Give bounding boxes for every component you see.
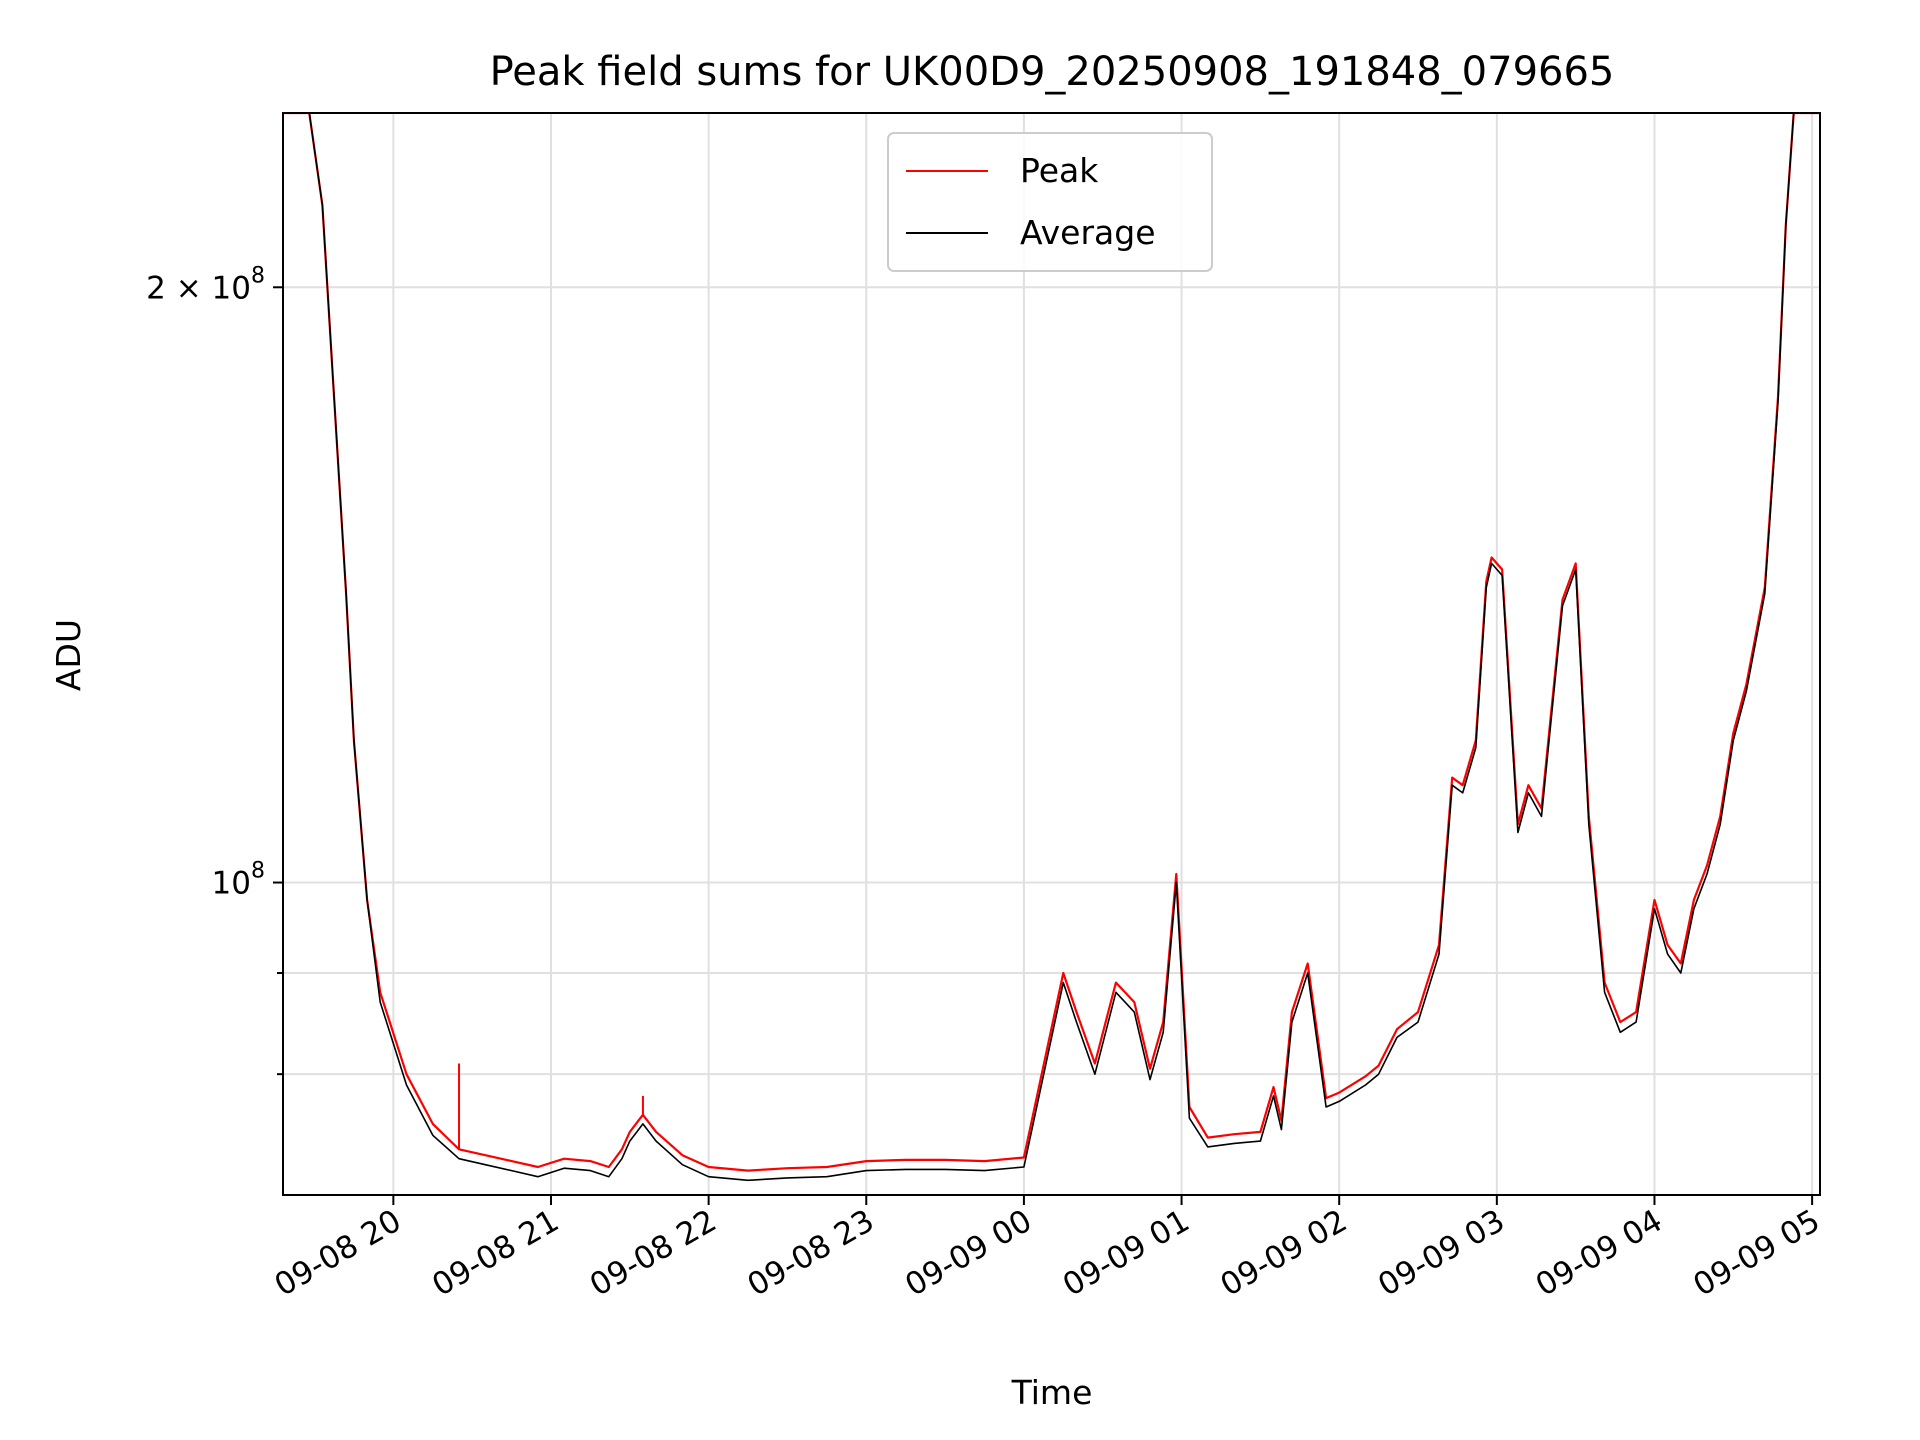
series-line-average	[283, 113, 1820, 1182]
legend-label-peak: Peak	[1020, 151, 1099, 190]
series-line-peak	[283, 113, 1820, 1172]
legend: Peak Average	[887, 132, 1213, 272]
y-tick-label-base: 10	[212, 866, 251, 902]
y-tick-label-exponent: 8	[251, 263, 265, 288]
y-axis-label: ADU	[49, 619, 88, 691]
series-layer	[283, 113, 1820, 1182]
legend-box	[887, 132, 1213, 272]
legend-label-average: Average	[1020, 213, 1156, 252]
series-group	[283, 113, 1820, 1182]
chart-title: Peak field sums for UK00D9_20250908_1918…	[490, 49, 1615, 95]
grid	[283, 113, 1820, 1195]
y-tick-label: 108	[212, 859, 265, 902]
plot-frame	[282, 112, 1821, 1196]
y-tick-label: 2 × 108	[146, 263, 265, 306]
x-axis-label: Time	[1011, 1373, 1093, 1412]
y-tick-label-exponent: 8	[251, 859, 265, 884]
y-tick-label-base: 2 × 10	[146, 270, 251, 306]
